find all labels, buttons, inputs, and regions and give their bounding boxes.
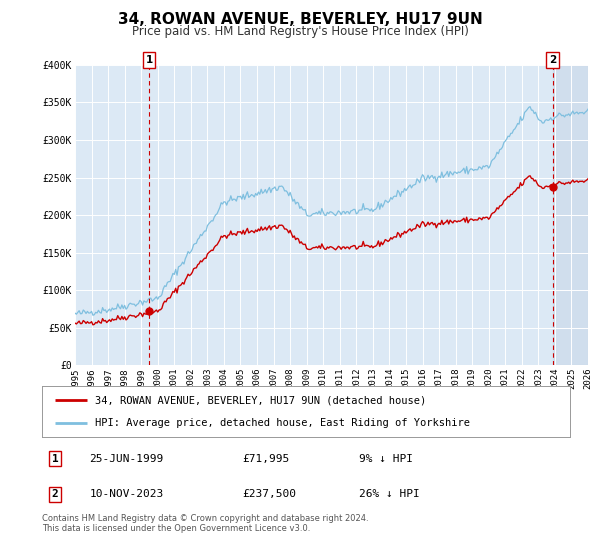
Text: HPI: Average price, detached house, East Riding of Yorkshire: HPI: Average price, detached house, East… (95, 418, 470, 428)
Text: 25-JUN-1999: 25-JUN-1999 (89, 454, 164, 464)
Bar (553, 65, 588, 365)
Text: 26% ↓ HPI: 26% ↓ HPI (359, 489, 419, 500)
Text: 2: 2 (52, 489, 59, 500)
Point (548, 183, 557, 192)
Text: 34, ROWAN AVENUE, BEVERLEY, HU17 9UN (detached house): 34, ROWAN AVENUE, BEVERLEY, HU17 9UN (de… (95, 395, 426, 405)
Text: 9% ↓ HPI: 9% ↓ HPI (359, 454, 413, 464)
Text: 2: 2 (549, 55, 556, 65)
Point (145, 307, 154, 316)
Text: 1: 1 (52, 454, 59, 464)
Text: Contains HM Land Registry data © Crown copyright and database right 2024.
This d: Contains HM Land Registry data © Crown c… (42, 514, 368, 534)
Text: 10-NOV-2023: 10-NOV-2023 (89, 489, 164, 500)
Text: £71,995: £71,995 (242, 454, 290, 464)
Text: 1: 1 (146, 55, 153, 65)
Text: 34, ROWAN AVENUE, BEVERLEY, HU17 9UN: 34, ROWAN AVENUE, BEVERLEY, HU17 9UN (118, 12, 482, 27)
Text: Price paid vs. HM Land Registry's House Price Index (HPI): Price paid vs. HM Land Registry's House … (131, 25, 469, 38)
Text: £237,500: £237,500 (242, 489, 296, 500)
